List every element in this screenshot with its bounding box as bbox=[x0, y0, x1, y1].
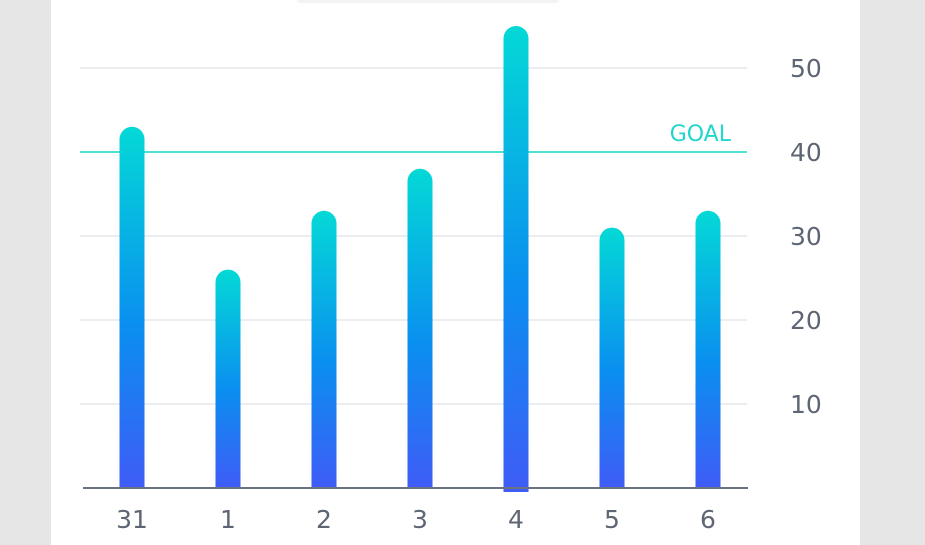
bar[interactable] bbox=[599, 227, 625, 488]
tooltip-edge bbox=[297, 0, 559, 3]
x-tick-label: 2 bbox=[316, 505, 332, 534]
y-axis-labels: 10 20 30 40 50 bbox=[790, 54, 822, 419]
x-tick-label: 5 bbox=[604, 505, 620, 534]
x-tick-label: 31 bbox=[116, 505, 148, 534]
y-tick-label: 40 bbox=[790, 138, 822, 167]
y-tick-label: 50 bbox=[790, 54, 822, 83]
bar[interactable] bbox=[311, 210, 337, 489]
chart-card bbox=[51, 0, 860, 545]
x-axis-labels: 31 1 2 3 4 5 6 bbox=[116, 505, 716, 534]
y-tick-label: 30 bbox=[790, 222, 822, 251]
x-tick-label: 4 bbox=[508, 505, 524, 534]
x-tick-label: 6 bbox=[700, 505, 716, 534]
goal-label: GOAL bbox=[670, 122, 732, 147]
y-tick-label: 20 bbox=[790, 306, 822, 335]
x-tick-label: 1 bbox=[220, 505, 236, 534]
goal-marker: GOAL bbox=[80, 122, 747, 153]
bar[interactable] bbox=[503, 26, 529, 492]
y-tick-label: 10 bbox=[790, 390, 822, 419]
bar[interactable] bbox=[119, 126, 145, 489]
bars bbox=[119, 26, 721, 492]
x-tick-label: 3 bbox=[412, 505, 428, 534]
bar[interactable] bbox=[695, 210, 721, 489]
bar[interactable] bbox=[215, 269, 241, 488]
bar[interactable] bbox=[407, 168, 433, 489]
